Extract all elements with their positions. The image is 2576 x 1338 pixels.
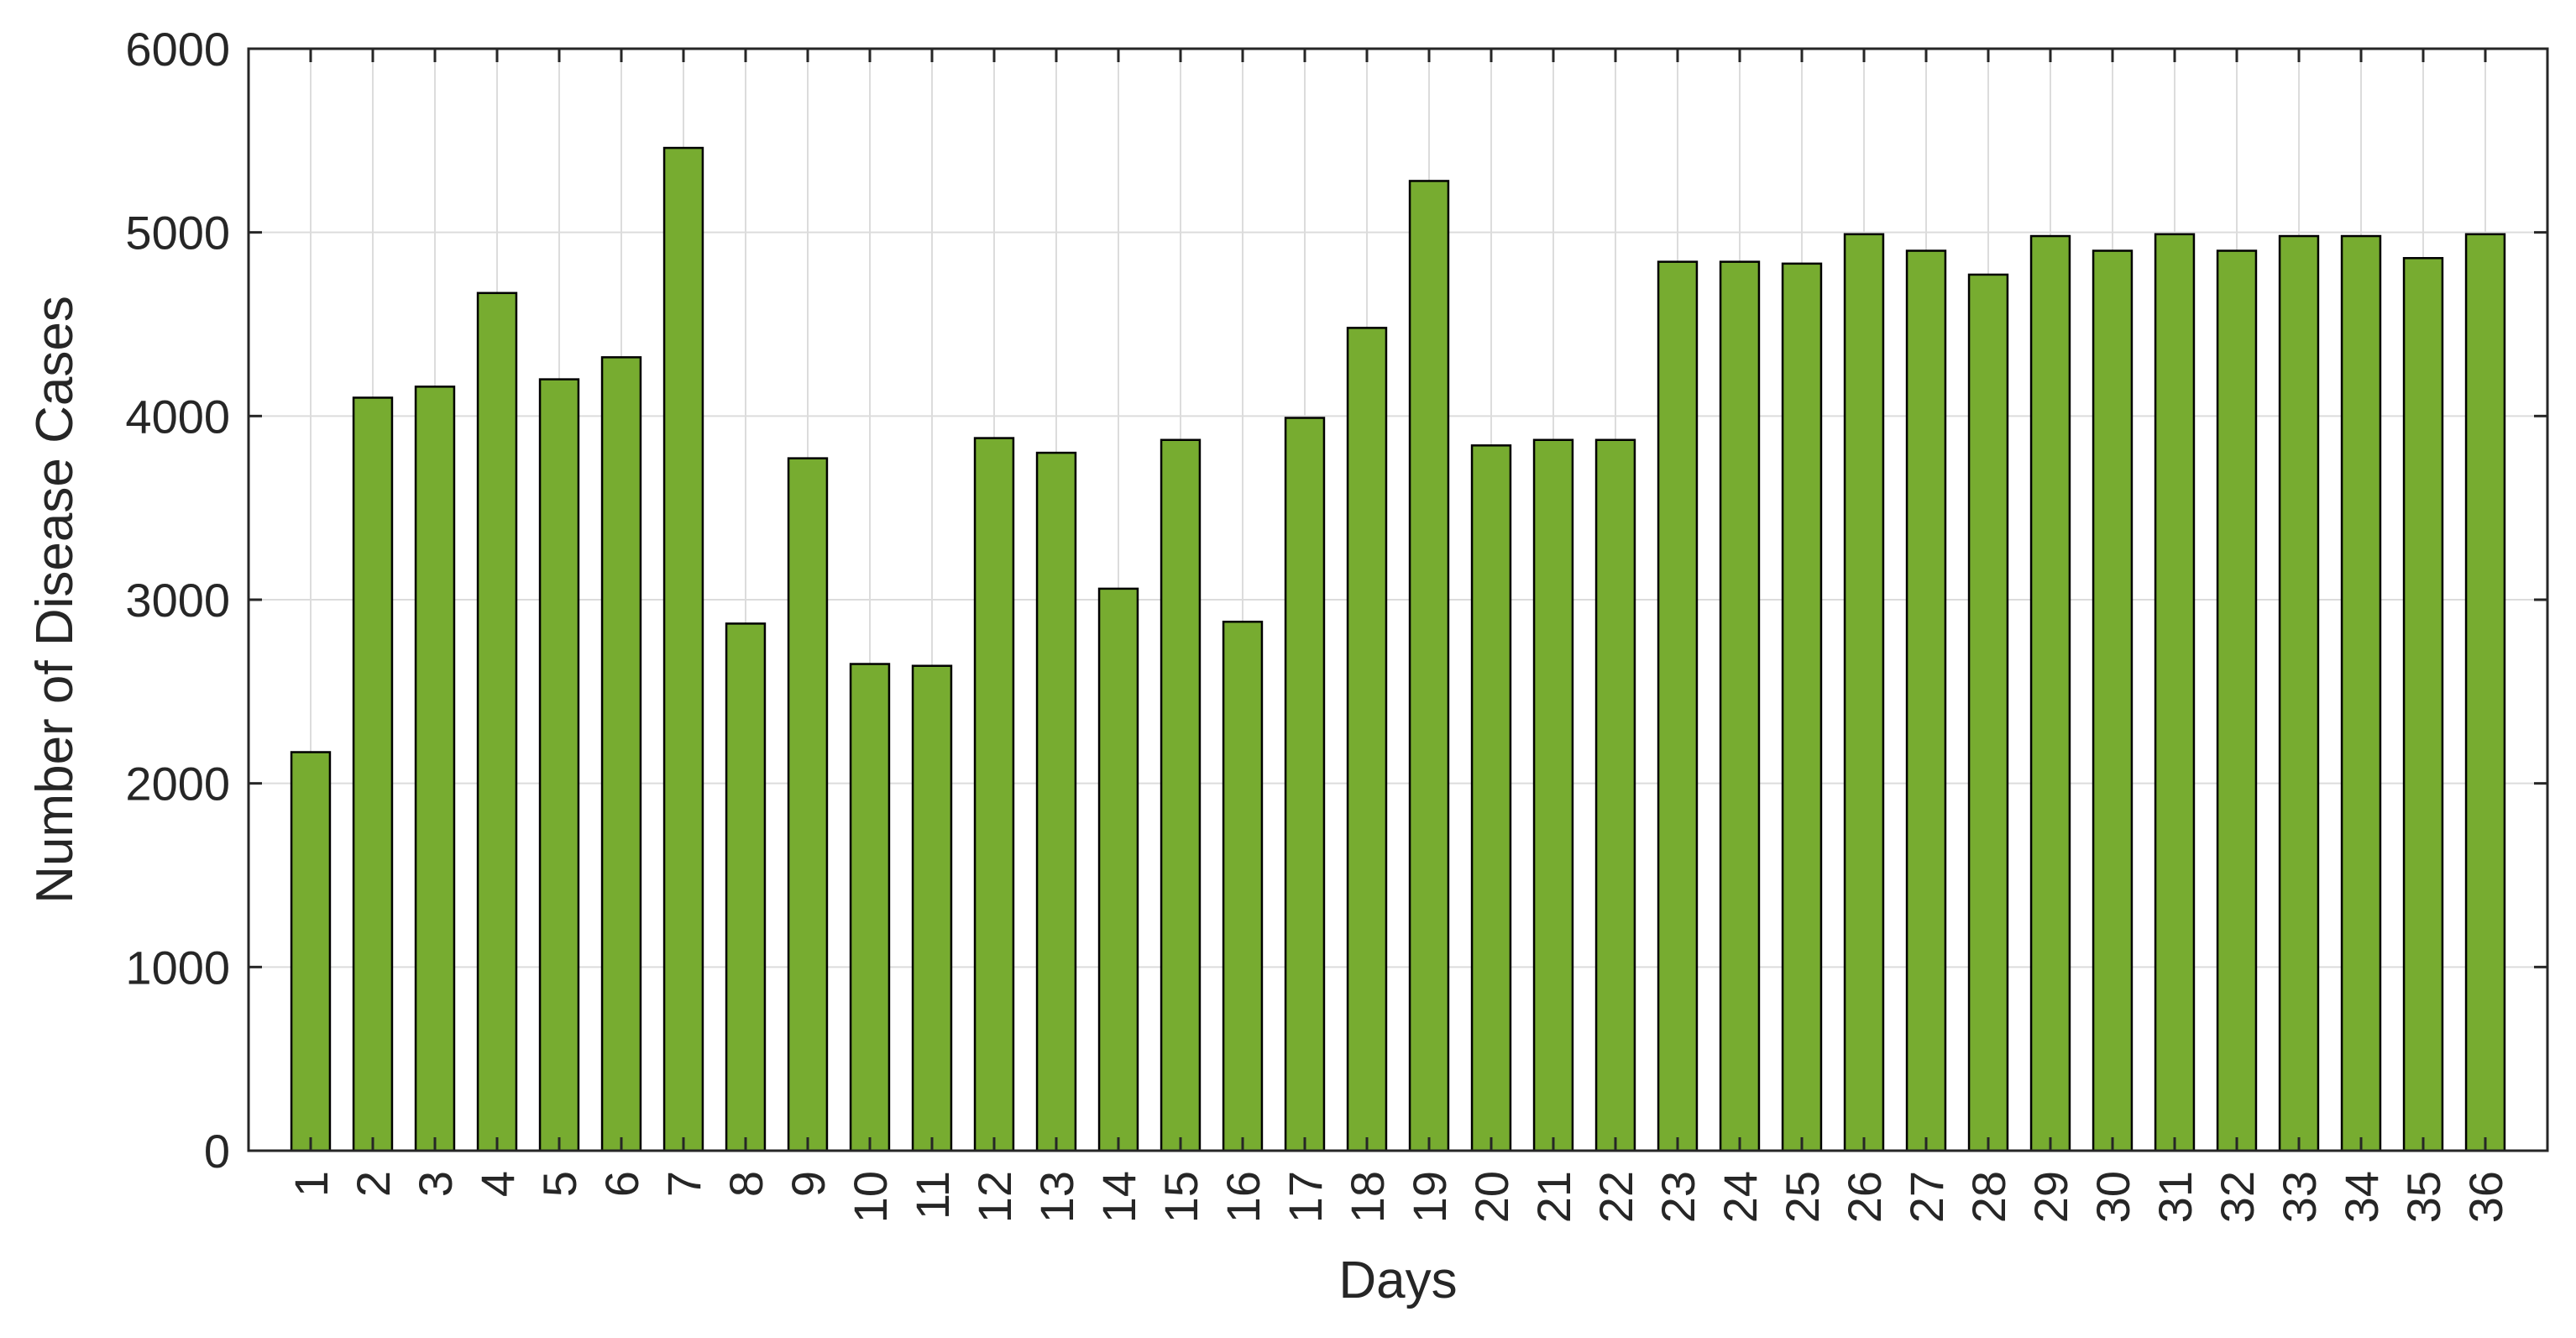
- bar-day-3: [414, 386, 456, 1152]
- bar-day-25: [1781, 262, 1823, 1152]
- bar-day-29: [2029, 234, 2071, 1152]
- x-tick-label-4: 4: [471, 1171, 524, 1197]
- x-tick-label-20: 20: [1465, 1171, 1518, 1223]
- bar-day-8: [725, 622, 767, 1152]
- bar-day-12: [973, 437, 1015, 1152]
- x-tick-label-32: 32: [2211, 1171, 2264, 1223]
- x-tick-label-21: 21: [1527, 1171, 1580, 1223]
- y-tick-label-3000: 3000: [125, 574, 230, 627]
- bar-day-17: [1284, 417, 1326, 1152]
- x-tick-labels: 1 2 3 4 5 6 7 8 9 10 11 12 13 14 15 16 17 18 19 20 21 22 23 24 2…: [285, 1171, 2512, 1223]
- x-tick-label-34: 34: [2335, 1171, 2388, 1223]
- y-tick-label-4000: 4000: [125, 390, 230, 443]
- y-tick-label-5000: 5000: [125, 207, 230, 260]
- bar-day-18: [1346, 327, 1388, 1152]
- y-tick-labels: 0 1000 2000 3000 4000 5000 6000: [125, 23, 230, 1178]
- x-tick-label-19: 19: [1403, 1171, 1456, 1223]
- bar-day-23: [1657, 260, 1699, 1152]
- bar-day-11: [911, 664, 953, 1152]
- x-tick-label-15: 15: [1154, 1171, 1207, 1223]
- x-tick-label-11: 11: [906, 1171, 959, 1220]
- x-tick-label-18: 18: [1341, 1171, 1394, 1223]
- bar-day-36: [2464, 233, 2506, 1152]
- x-tick-label-28: 28: [1962, 1171, 2015, 1223]
- x-tick-label-10: 10: [844, 1171, 897, 1223]
- bar-day-24: [1719, 260, 1761, 1152]
- plot-frame: [247, 47, 2549, 1152]
- bar-day-35: [2402, 257, 2444, 1152]
- x-tick-label-27: 27: [1900, 1171, 1953, 1223]
- bar-day-5: [538, 378, 580, 1152]
- x-tick-label-35: 35: [2397, 1171, 2450, 1223]
- x-tick-label-12: 12: [968, 1171, 1021, 1223]
- x-tick-label-7: 7: [657, 1171, 710, 1197]
- bar-day-28: [1967, 273, 2009, 1152]
- y-tick-label-6000: 6000: [125, 23, 230, 76]
- x-tick-label-22: 22: [1589, 1171, 1642, 1223]
- x-tick-label-25: 25: [1776, 1171, 1829, 1223]
- bar-day-30: [2092, 249, 2134, 1152]
- bar-day-9: [787, 457, 829, 1152]
- bar-day-10: [849, 663, 891, 1152]
- x-tick-label-3: 3: [409, 1171, 462, 1197]
- bar-day-14: [1097, 587, 1139, 1152]
- y-tick-label-0: 0: [204, 1125, 230, 1178]
- x-tick-label-9: 9: [782, 1171, 835, 1197]
- x-tick-label-6: 6: [595, 1171, 648, 1197]
- bar-day-27: [1905, 249, 1947, 1152]
- bar-day-16: [1222, 620, 1264, 1152]
- bar-day-26: [1843, 233, 1885, 1152]
- bar-day-32: [2216, 249, 2258, 1152]
- bar-day-7: [662, 146, 704, 1152]
- x-tick-label-5: 5: [533, 1171, 586, 1197]
- bar-day-15: [1160, 438, 1202, 1152]
- x-tick-label-31: 31: [2149, 1171, 2202, 1223]
- x-tick-label-16: 16: [1217, 1171, 1270, 1223]
- y-axis-label: Number of Disease Cases: [26, 296, 84, 904]
- x-tick-label-14: 14: [1092, 1171, 1145, 1223]
- bar-day-13: [1035, 451, 1077, 1152]
- x-tick-label-29: 29: [2024, 1171, 2077, 1223]
- x-tick-label-1: 1: [285, 1171, 338, 1197]
- tick-marks: [249, 47, 2547, 1152]
- x-tick-label-2: 2: [347, 1171, 400, 1197]
- x-tick-label-8: 8: [720, 1171, 772, 1197]
- x-tick-label-33: 33: [2273, 1171, 2326, 1223]
- bar-day-1: [290, 751, 332, 1152]
- x-axis-label: Days: [1338, 1251, 1457, 1309]
- x-tick-label-13: 13: [1030, 1171, 1083, 1223]
- x-tick-label-26: 26: [1838, 1171, 1891, 1223]
- bar-day-21: [1532, 438, 1574, 1152]
- x-tick-label-17: 17: [1279, 1171, 1332, 1223]
- bar-day-34: [2340, 234, 2382, 1152]
- bar-day-33: [2278, 234, 2320, 1152]
- y-tick-label-1000: 1000: [125, 941, 230, 994]
- bar-day-20: [1470, 444, 1512, 1152]
- bar-day-31: [2154, 233, 2196, 1152]
- grid-lines: [249, 48, 2547, 1152]
- bar-day-4: [476, 291, 518, 1152]
- bar-day-22: [1594, 438, 1636, 1152]
- y-tick-label-2000: 2000: [125, 758, 230, 811]
- bars: [290, 146, 2506, 1152]
- bar-day-2: [352, 396, 394, 1152]
- x-tick-label-30: 30: [2086, 1171, 2139, 1223]
- x-tick-label-36: 36: [2459, 1171, 2512, 1223]
- bar-day-6: [600, 356, 642, 1152]
- bar-day-19: [1408, 180, 1450, 1152]
- x-tick-label-23: 23: [1652, 1171, 1704, 1223]
- x-tick-label-24: 24: [1714, 1171, 1767, 1223]
